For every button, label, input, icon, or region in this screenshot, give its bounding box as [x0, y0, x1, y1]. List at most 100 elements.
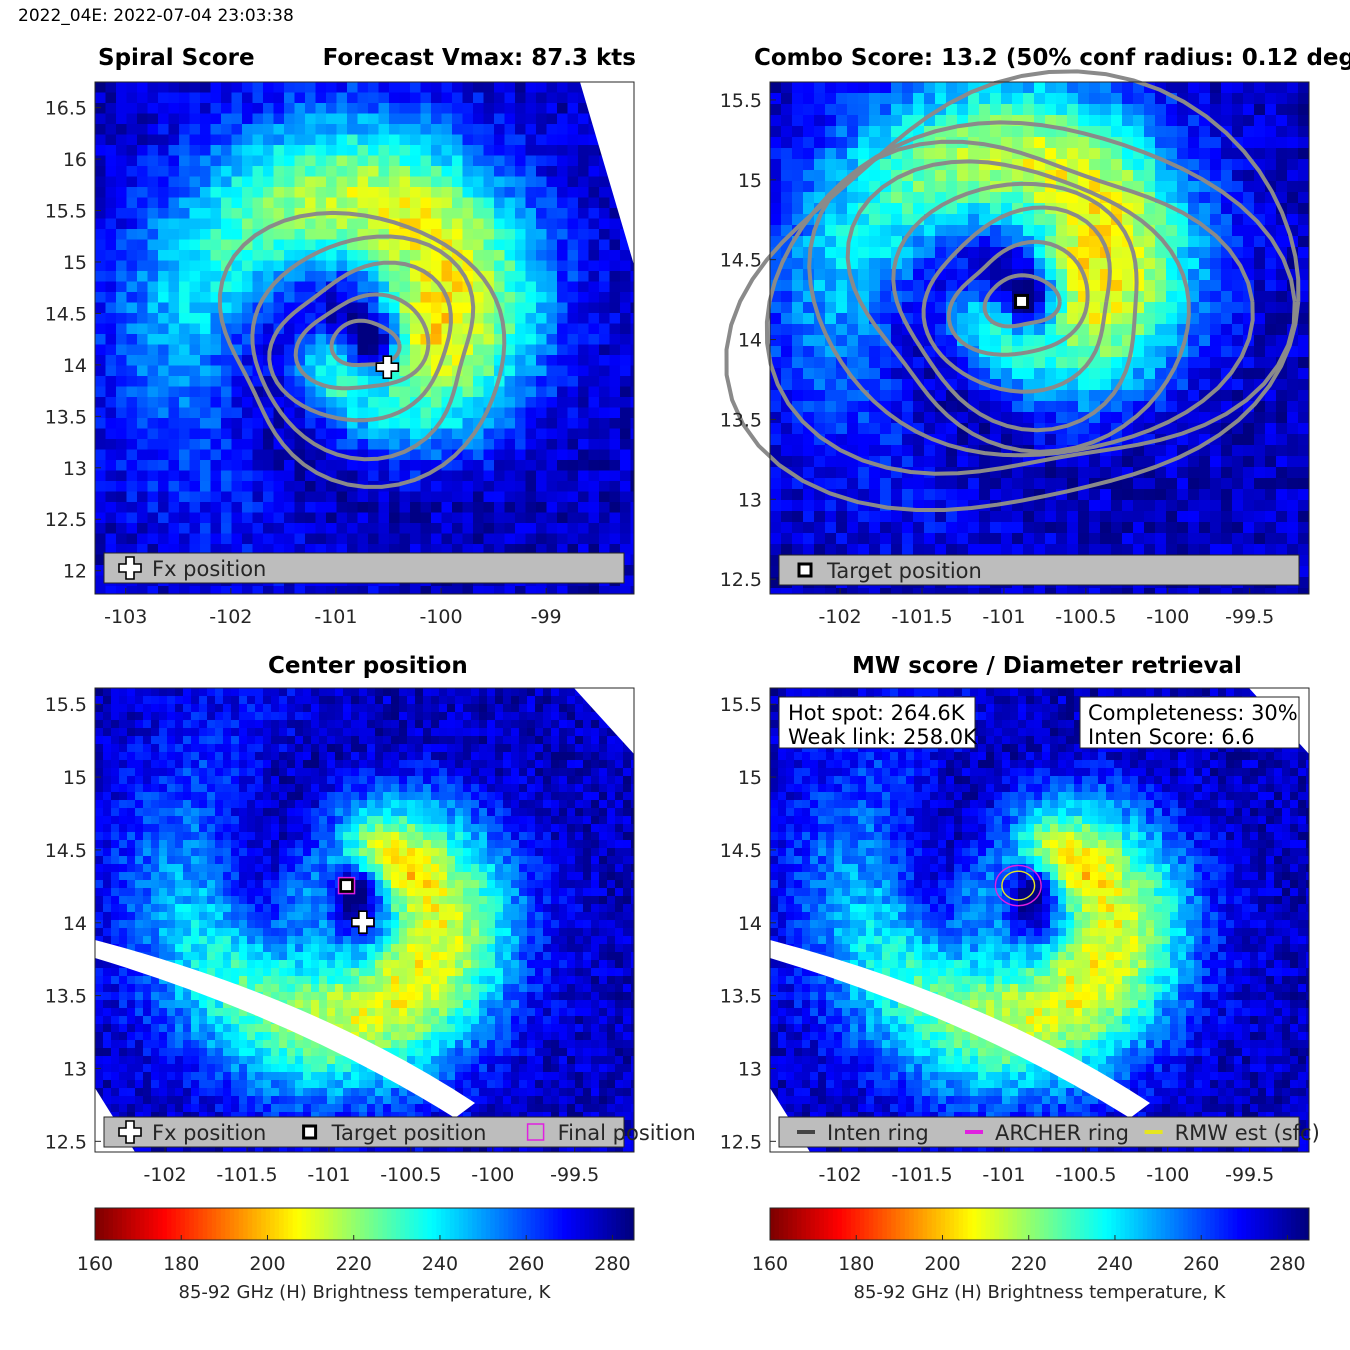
field-cell [95, 365, 106, 377]
field-cell [880, 104, 892, 116]
field-cell [158, 113, 169, 125]
field-cell [294, 113, 306, 125]
field-cell [147, 512, 159, 524]
field-cell [1155, 181, 1167, 193]
field-cell [1111, 357, 1123, 369]
field-cell [1265, 313, 1277, 325]
field-cell [557, 586, 568, 595]
y-tick-label: 14.5 [720, 250, 762, 272]
field-cell [1012, 181, 1024, 193]
field-cell [105, 365, 117, 377]
field-cell [210, 155, 222, 167]
field-cell [284, 134, 295, 146]
field-cell [588, 176, 600, 188]
field-cell [471, 688, 480, 697]
field-cell [935, 115, 947, 127]
field-cell [504, 407, 516, 419]
field-cell [452, 208, 463, 219]
field-cell [410, 313, 421, 324]
field-cell [946, 522, 958, 534]
field-cell [1276, 126, 1288, 138]
field-cell [1034, 324, 1046, 336]
field-cell [126, 365, 138, 377]
field-cell [1122, 412, 1134, 424]
field-cell [814, 148, 826, 160]
field-cell [315, 145, 327, 156]
field-cell [990, 401, 1002, 413]
field-cell [1122, 93, 1134, 105]
field-cell [273, 145, 285, 156]
field-cell [609, 239, 621, 251]
field-cell [913, 126, 925, 138]
field-cell [536, 82, 547, 93]
field-cell [1056, 148, 1068, 160]
field-cell [1122, 225, 1134, 237]
field-cell [441, 260, 453, 272]
field-cell [452, 82, 463, 93]
field-cell [836, 148, 848, 160]
field-cell [315, 124, 327, 135]
field-cell [158, 187, 169, 198]
field-cell [1100, 357, 1112, 369]
field-cell [305, 113, 316, 125]
field-cell [792, 148, 804, 160]
field-cell [847, 82, 859, 94]
field-cell [1144, 478, 1156, 490]
field-cell [1188, 280, 1200, 292]
field-cell [803, 181, 815, 193]
field-cell [803, 434, 815, 446]
field-cell [504, 355, 516, 366]
field-cell [504, 103, 516, 114]
field-cell [935, 412, 947, 424]
field-cell [1089, 357, 1101, 369]
field-cell [1133, 412, 1145, 424]
field-cell [231, 176, 243, 188]
field-cell [990, 335, 1002, 347]
field-cell [1111, 313, 1123, 325]
field-cell [990, 544, 1002, 556]
field-cell [462, 355, 474, 366]
field-cell [536, 586, 547, 595]
field-cell [630, 502, 635, 513]
field-cell [1067, 104, 1079, 116]
field-cell [399, 103, 411, 114]
field-cell [1023, 115, 1035, 127]
field-cell [1078, 379, 1090, 391]
field-cell [420, 176, 432, 188]
field-cell [1199, 500, 1211, 512]
field-cell [399, 271, 411, 282]
field-cell [431, 292, 442, 303]
field-cell [389, 344, 400, 356]
field-cell [368, 103, 379, 114]
field-cell [1265, 324, 1277, 336]
field-cell [1298, 566, 1310, 578]
field-cell [968, 500, 980, 512]
field-cell [1023, 170, 1035, 182]
field-cell [305, 313, 316, 324]
field-cell [168, 113, 180, 125]
field-cell [536, 544, 547, 555]
field-cell [221, 155, 232, 167]
field-cell [168, 218, 180, 230]
field-cell [347, 439, 358, 450]
field-cell [515, 302, 526, 314]
field-cell [368, 355, 379, 366]
field-cell [462, 302, 474, 314]
field-cell [179, 271, 190, 282]
field-cell [1232, 280, 1244, 292]
field-cell [546, 533, 558, 545]
field-cell [630, 407, 635, 419]
field-cell [869, 269, 881, 281]
field-cell [210, 355, 222, 366]
field-cell [284, 124, 295, 135]
field-cell [221, 386, 232, 398]
field-cell [924, 401, 936, 413]
field-cell [158, 460, 169, 471]
field-cell [935, 423, 947, 435]
field-cell [588, 239, 600, 251]
field-cell [847, 126, 859, 138]
field-cell [410, 208, 421, 219]
field-cell [1144, 434, 1156, 446]
field-cell [1078, 137, 1090, 149]
field-cell [1287, 170, 1299, 182]
